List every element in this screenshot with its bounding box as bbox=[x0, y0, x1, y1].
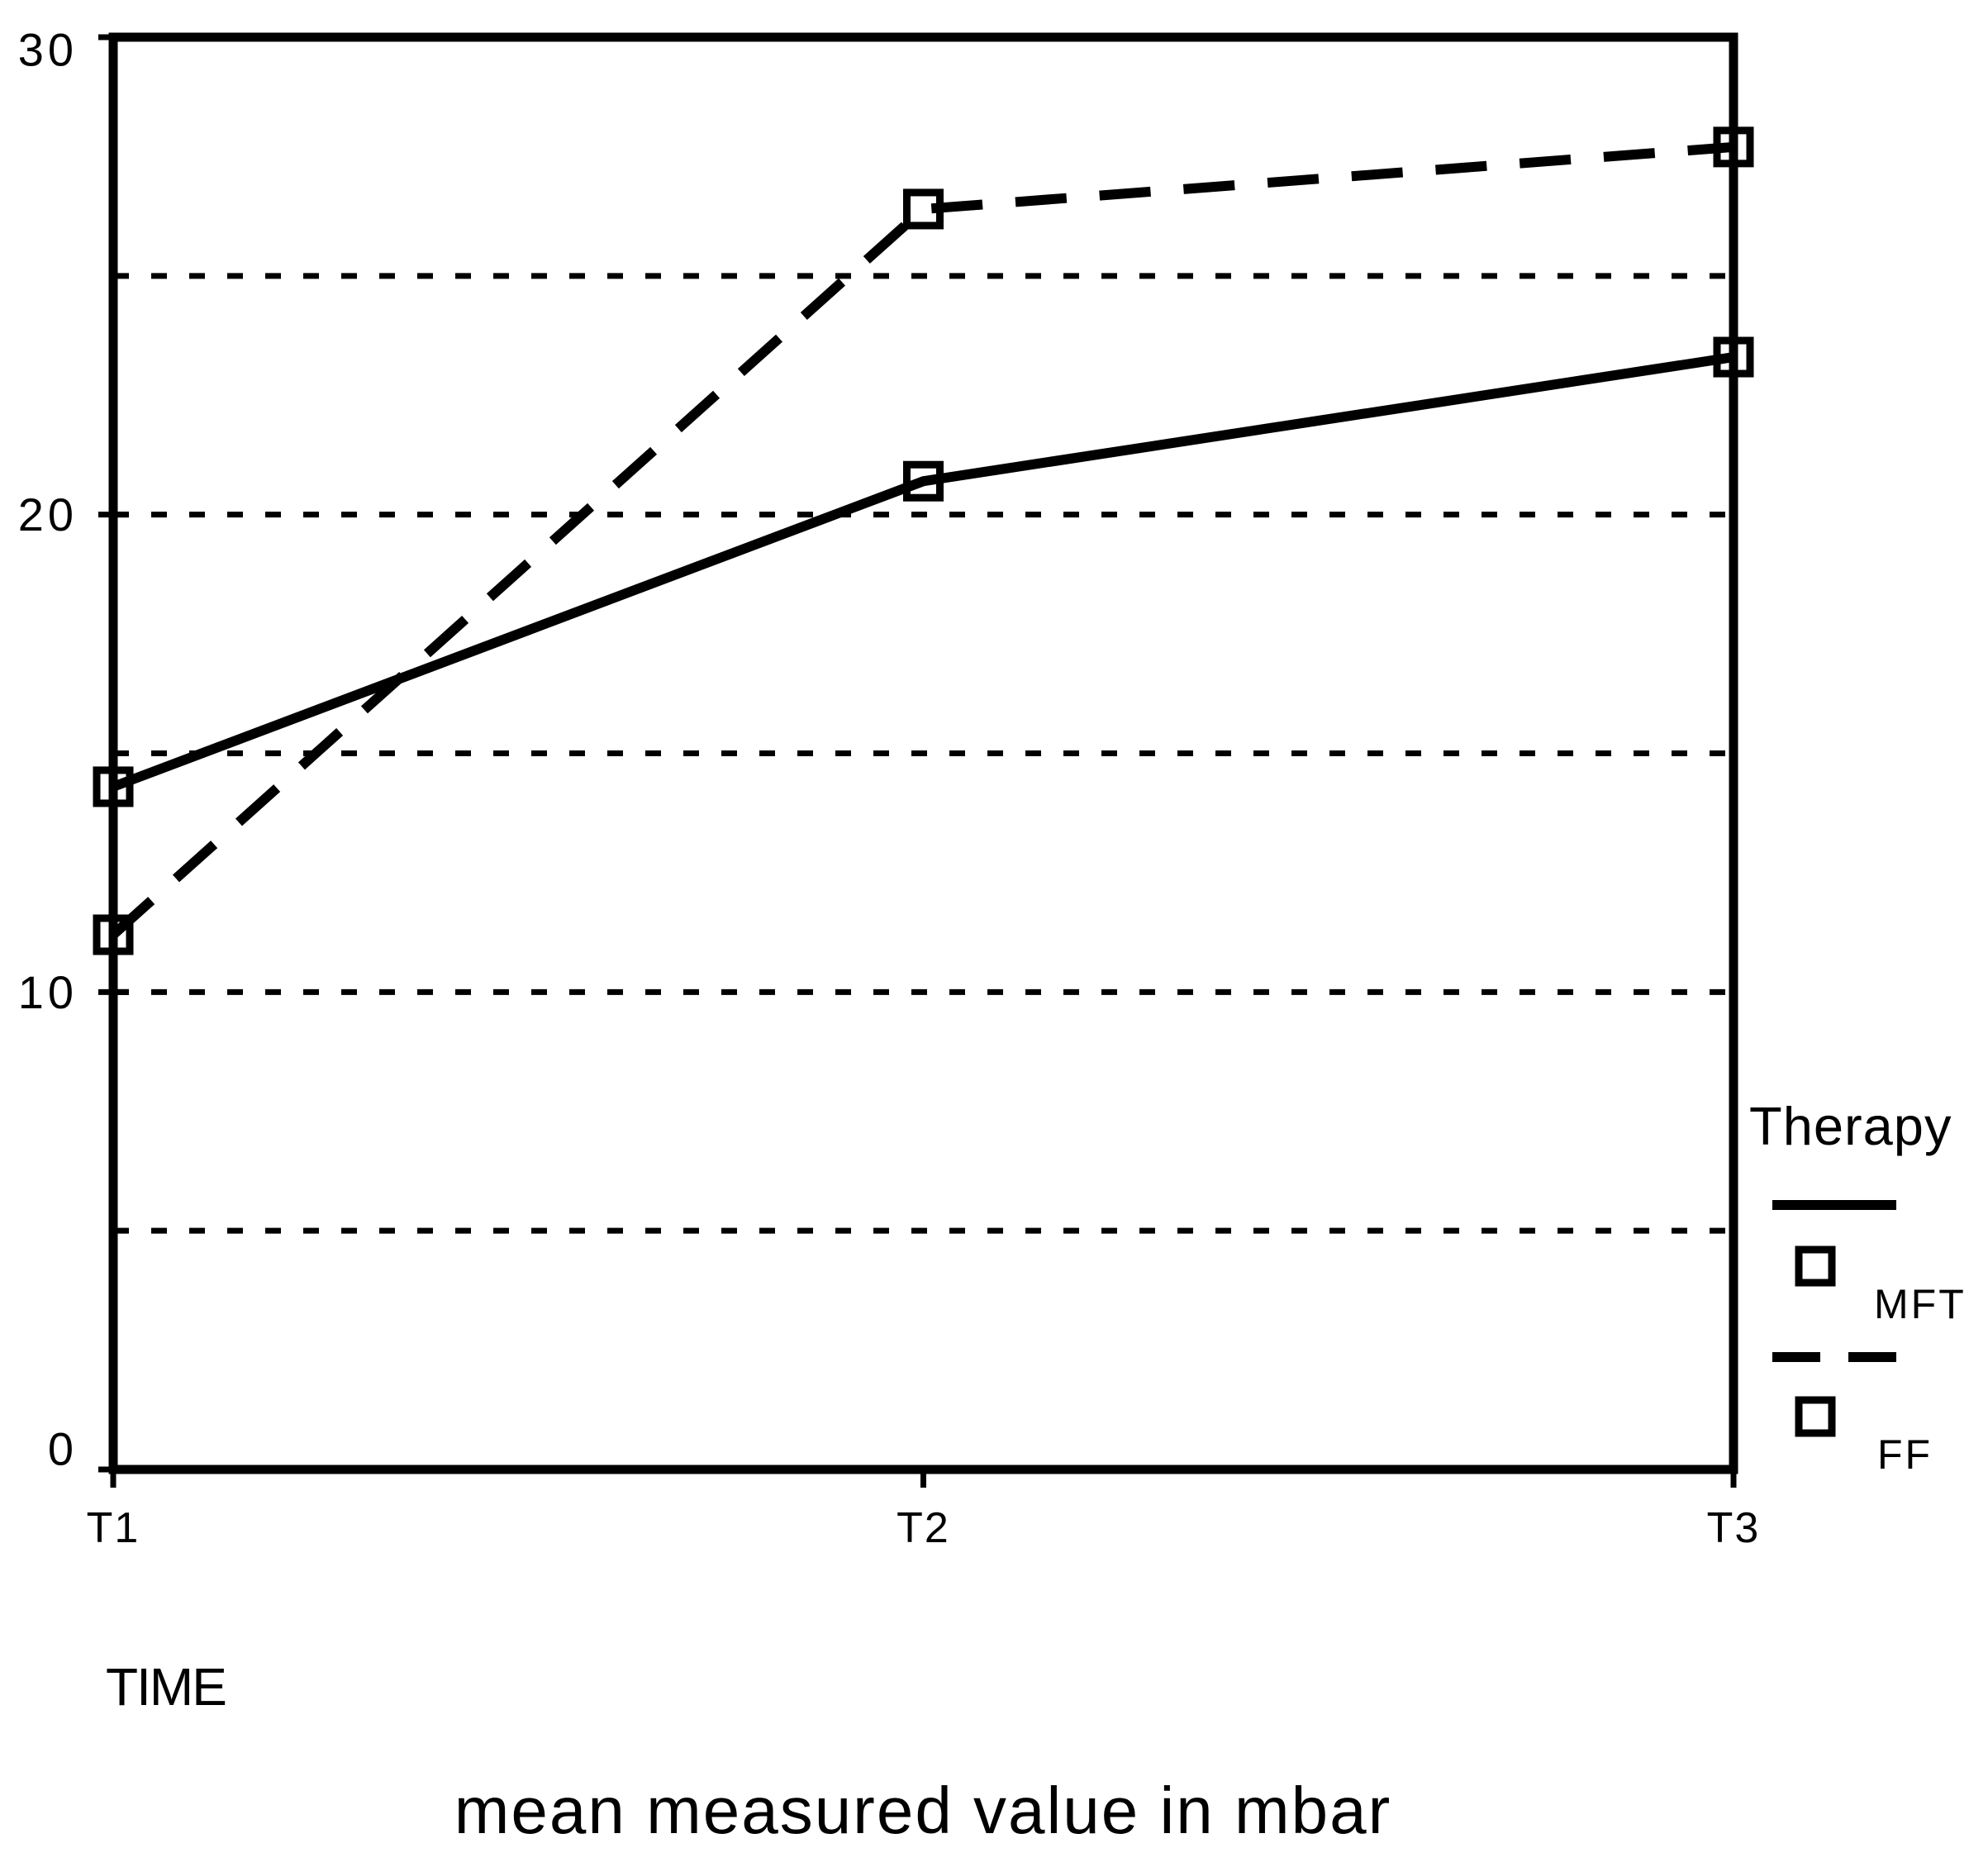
gridlines bbox=[113, 273, 1734, 1234]
series-line-mft bbox=[111, 352, 1734, 792]
x-axis-caption: TIME bbox=[106, 1657, 226, 1717]
series-line-ff bbox=[109, 141, 1734, 939]
x-axis-tick-label: T1 bbox=[87, 1504, 140, 1552]
x-axis-tick-label: T2 bbox=[897, 1504, 950, 1552]
legend-square-marker-ff bbox=[1795, 1396, 1836, 1437]
y-axis-tick-label: 20 bbox=[18, 488, 78, 541]
x-axis-ticks: T1 T2 T3 bbox=[87, 1469, 1761, 1552]
data-point-marker-ff-T3 bbox=[1713, 126, 1754, 168]
y-axis-tick-label: 10 bbox=[18, 966, 78, 1018]
x-axis-tick-label: T3 bbox=[1707, 1504, 1761, 1552]
data-point-marker-ff-T1 bbox=[93, 914, 134, 955]
data-point-marker-mft-T1 bbox=[93, 766, 134, 807]
data-point-marker-ff-T2 bbox=[903, 188, 944, 230]
data-point-marker-mft-T2 bbox=[903, 460, 944, 502]
chart-title: mean measured value in mbar bbox=[454, 1774, 1392, 1847]
legend: Therapy MFT FF bbox=[1749, 1096, 1967, 1478]
data-series bbox=[93, 126, 1754, 955]
y-axis-tick-label: 30 bbox=[18, 24, 78, 76]
y-axis-tick-label: 0 bbox=[48, 1423, 78, 1475]
data-point-marker-mft-T3 bbox=[1713, 336, 1754, 378]
legend-item-mft-label: MFT bbox=[1874, 1281, 1967, 1327]
legend-item-ff-label: FF bbox=[1877, 1431, 1933, 1478]
legend-square-marker-mft bbox=[1795, 1245, 1836, 1287]
legend-title: Therapy bbox=[1749, 1096, 1952, 1156]
